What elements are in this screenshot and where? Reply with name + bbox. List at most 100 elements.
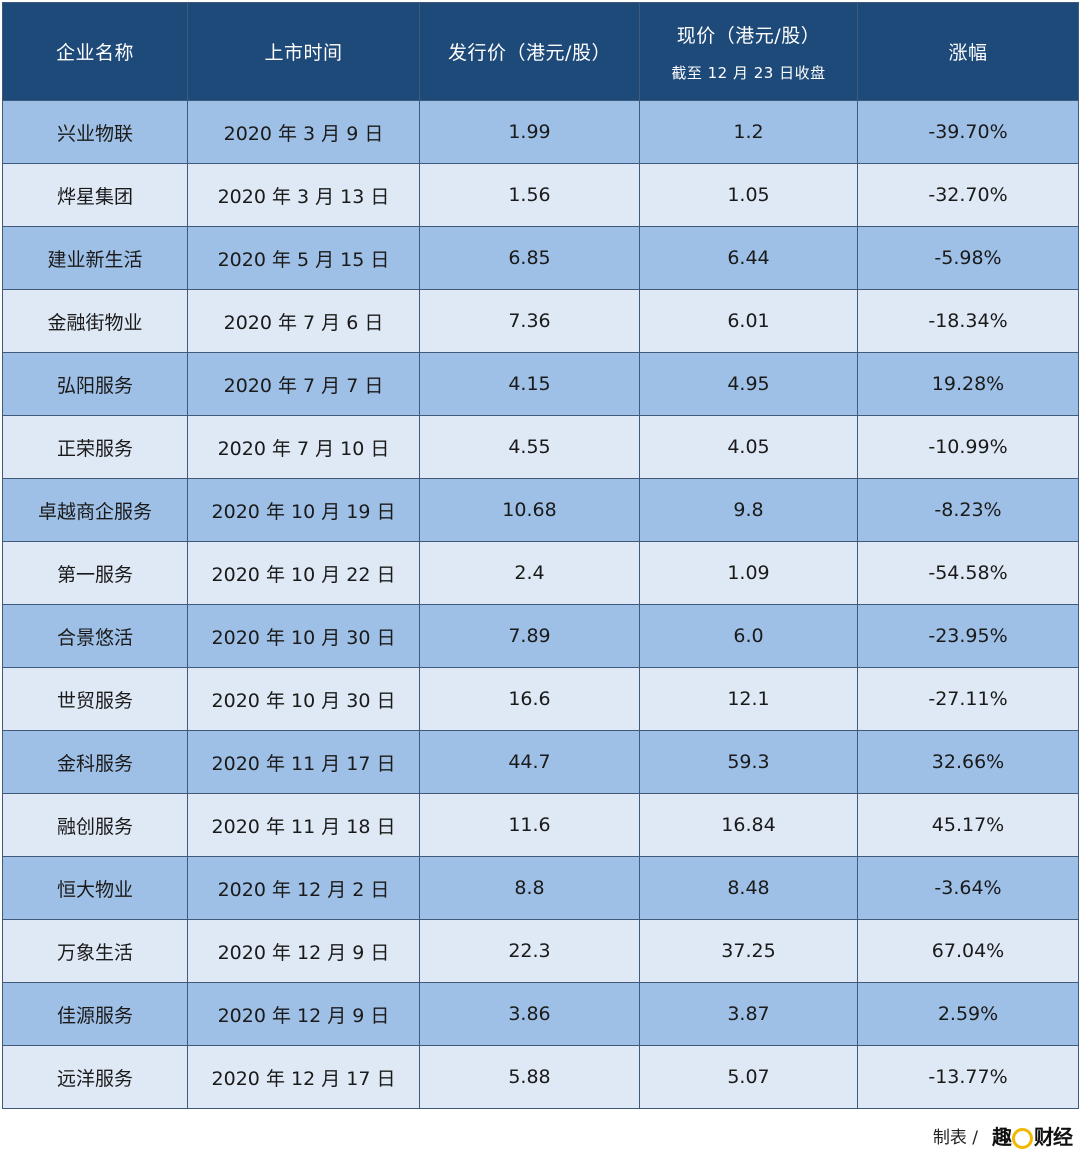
cell-listing-date: 2020 年 12 月 17 日 [187, 1045, 420, 1109]
cell-listing-date: 2020 年 5 月 15 日 [187, 226, 420, 290]
cell-listing-date: 2020 年 7 月 10 日 [187, 415, 420, 479]
table-header: 企业名称 上市时间 发行价（港元/股） 现价（港元/股） 截至 12 月 23 … [2, 2, 1079, 101]
cell-issue-price: 6.85 [419, 226, 640, 290]
cell-listing-date: 2020 年 3 月 9 日 [187, 100, 420, 164]
cell-listing-date: 2020 年 10 月 19 日 [187, 478, 420, 542]
logo-left-text: 趣 [992, 1124, 1012, 1149]
header-current-price-note: 截至 12 月 23 日收盘 [671, 63, 826, 82]
brand-logo: 趣财经 [992, 1121, 1073, 1150]
cell-listing-date: 2020 年 10 月 30 日 [187, 667, 420, 731]
cell-listing-date: 2020 年 11 月 18 日 [187, 793, 420, 857]
cell-issue-price: 1.56 [419, 163, 640, 227]
header-current-price: 现价（港元/股） 截至 12 月 23 日收盘 [639, 2, 858, 101]
header-name: 企业名称 [2, 2, 188, 101]
table-row: 万象生活 2020 年 12 月 9 日 22.3 37.25 67.04% [2, 919, 1079, 983]
cell-company-name: 金融街物业 [2, 289, 188, 353]
cell-issue-price: 2.4 [419, 541, 640, 605]
cell-change: 67.04% [857, 919, 1079, 983]
cell-listing-date: 2020 年 10 月 30 日 [187, 604, 420, 668]
cell-current-price: 3.87 [639, 982, 858, 1046]
ipo-table: 企业名称 上市时间 发行价（港元/股） 现价（港元/股） 截至 12 月 23 … [2, 2, 1079, 1109]
table-row: 佳源服务 2020 年 12 月 9 日 3.86 3.87 2.59% [2, 982, 1079, 1046]
cell-listing-date: 2020 年 12 月 2 日 [187, 856, 420, 920]
cell-company-name: 第一服务 [2, 541, 188, 605]
cell-issue-price: 4.55 [419, 415, 640, 479]
cell-issue-price: 7.36 [419, 289, 640, 353]
cell-current-price: 1.09 [639, 541, 858, 605]
table-row: 金科服务 2020 年 11 月 17 日 44.7 59.3 32.66% [2, 730, 1079, 794]
cell-current-price: 1.05 [639, 163, 858, 227]
cell-change: 32.66% [857, 730, 1079, 794]
cell-company-name: 融创服务 [2, 793, 188, 857]
cell-current-price: 12.1 [639, 667, 858, 731]
footer-label: 制表 / [932, 1127, 978, 1148]
cell-current-price: 6.0 [639, 604, 858, 668]
cell-company-name: 弘阳服务 [2, 352, 188, 416]
cell-company-name: 合景悠活 [2, 604, 188, 668]
cell-change: -27.11% [857, 667, 1079, 731]
cell-current-price: 8.48 [639, 856, 858, 920]
cell-current-price: 6.44 [639, 226, 858, 290]
cell-change: -10.99% [857, 415, 1079, 479]
header-current-price-label: 现价（港元/股） [676, 24, 821, 47]
cell-issue-price: 3.86 [419, 982, 640, 1046]
cell-company-name: 建业新生活 [2, 226, 188, 290]
cell-change: -18.34% [857, 289, 1079, 353]
table-row: 正荣服务 2020 年 7 月 10 日 4.55 4.05 -10.99% [2, 415, 1079, 479]
cell-listing-date: 2020 年 7 月 6 日 [187, 289, 420, 353]
table-row: 卓越商企服务 2020 年 10 月 19 日 10.68 9.8 -8.23% [2, 478, 1079, 542]
table-row: 金融街物业 2020 年 7 月 6 日 7.36 6.01 -18.34% [2, 289, 1079, 353]
magnifier-icon [1012, 1127, 1033, 1149]
cell-change: 19.28% [857, 352, 1079, 416]
table-row: 融创服务 2020 年 11 月 18 日 11.6 16.84 45.17% [2, 793, 1079, 857]
header-issue-price: 发行价（港元/股） [419, 2, 640, 101]
table-row: 建业新生活 2020 年 5 月 15 日 6.85 6.44 -5.98% [2, 226, 1079, 290]
cell-listing-date: 2020 年 3 月 13 日 [187, 163, 420, 227]
table-row: 合景悠活 2020 年 10 月 30 日 7.89 6.0 -23.95% [2, 604, 1079, 668]
cell-issue-price: 8.8 [419, 856, 640, 920]
cell-company-name: 金科服务 [2, 730, 188, 794]
cell-issue-price: 1.99 [419, 100, 640, 164]
cell-change: -54.58% [857, 541, 1079, 605]
cell-change: -23.95% [857, 604, 1079, 668]
cell-company-name: 卓越商企服务 [2, 478, 188, 542]
cell-change: 45.17% [857, 793, 1079, 857]
cell-change: -8.23% [857, 478, 1079, 542]
header-change: 涨幅 [857, 2, 1079, 101]
table-row: 弘阳服务 2020 年 7 月 7 日 4.15 4.95 19.28% [2, 352, 1079, 416]
cell-company-name: 兴业物联 [2, 100, 188, 164]
cell-current-price: 4.05 [639, 415, 858, 479]
table-body: 兴业物联 2020 年 3 月 9 日 1.99 1.2 -39.70% 烨星集团 2020… [2, 100, 1079, 1109]
table-row: 世贸服务 2020 年 10 月 30 日 16.6 12.1 -27.11% [2, 667, 1079, 731]
cell-listing-date: 2020 年 12 月 9 日 [187, 919, 420, 983]
cell-issue-price: 22.3 [419, 919, 640, 983]
cell-issue-price: 16.6 [419, 667, 640, 731]
cell-change: -13.77% [857, 1045, 1079, 1109]
cell-company-name: 万象生活 [2, 919, 188, 983]
cell-company-name: 远洋服务 [2, 1045, 188, 1109]
cell-current-price: 1.2 [639, 100, 858, 164]
cell-issue-price: 5.88 [419, 1045, 640, 1109]
cell-issue-price: 11.6 [419, 793, 640, 857]
cell-listing-date: 2020 年 12 月 9 日 [187, 982, 420, 1046]
cell-change: -3.64% [857, 856, 1079, 920]
cell-issue-price: 4.15 [419, 352, 640, 416]
table-row: 第一服务 2020 年 10 月 22 日 2.4 1.09 -54.58% [2, 541, 1079, 605]
cell-listing-date: 2020 年 11 月 17 日 [187, 730, 420, 794]
table-row: 烨星集团 2020 年 3 月 13 日 1.56 1.05 -32.70% [2, 163, 1079, 227]
footer: 制表 / 趣财经 [932, 1120, 1073, 1150]
table-row: 兴业物联 2020 年 3 月 9 日 1.99 1.2 -39.70% [2, 100, 1079, 164]
cell-listing-date: 2020 年 7 月 7 日 [187, 352, 420, 416]
cell-change: 2.59% [857, 982, 1079, 1046]
cell-current-price: 59.3 [639, 730, 858, 794]
cell-company-name: 佳源服务 [2, 982, 188, 1046]
cell-issue-price: 10.68 [419, 478, 640, 542]
cell-company-name: 正荣服务 [2, 415, 188, 479]
cell-change: -32.70% [857, 163, 1079, 227]
cell-change: -39.70% [857, 100, 1079, 164]
logo-right-text: 财经 [1034, 1124, 1073, 1149]
cell-current-price: 5.07 [639, 1045, 858, 1109]
table-row: 远洋服务 2020 年 12 月 17 日 5.88 5.07 -13.77% [2, 1045, 1079, 1109]
cell-current-price: 4.95 [639, 352, 858, 416]
cell-listing-date: 2020 年 10 月 22 日 [187, 541, 420, 605]
